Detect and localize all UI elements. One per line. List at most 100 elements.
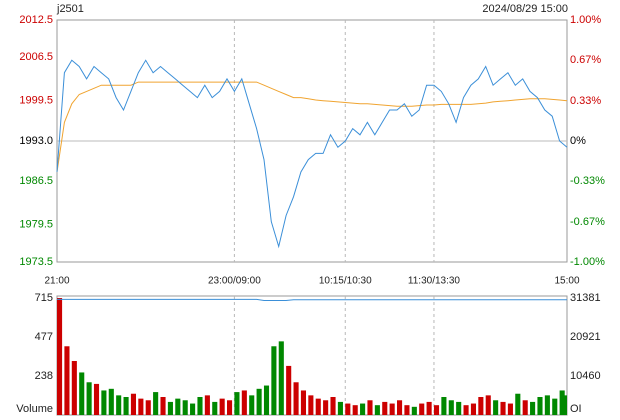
volume-bar xyxy=(145,400,151,415)
volume-bar xyxy=(116,395,122,415)
volume-bar xyxy=(204,395,210,415)
y-tick-label: 2012.5 xyxy=(19,14,53,26)
volume-bar xyxy=(241,390,247,415)
volume-bar xyxy=(108,388,114,415)
volume-bar xyxy=(93,383,100,415)
volume-bar xyxy=(234,392,240,415)
x-tick-label: 10:15/10:30 xyxy=(319,276,372,287)
volume-bar xyxy=(382,401,388,415)
y2-tick-label: 10460 xyxy=(570,370,601,382)
volume-bar xyxy=(367,400,373,415)
volume-bar xyxy=(138,398,144,415)
volume-bar xyxy=(315,398,321,415)
y-tick-label: 1979.5 xyxy=(19,219,53,231)
volume-bar xyxy=(478,397,484,415)
y-tick-label: 715 xyxy=(35,292,53,304)
volume-bar xyxy=(130,393,137,415)
volume-bar xyxy=(374,405,380,415)
volume-bar xyxy=(153,392,159,415)
volume-bar xyxy=(330,397,336,415)
volume-bar xyxy=(167,401,173,415)
volume-bar xyxy=(544,395,550,415)
volume-bar xyxy=(71,361,77,415)
price-line xyxy=(56,59,568,249)
volume-bar xyxy=(397,400,403,415)
volume-bar xyxy=(86,382,92,415)
x-tick-label: 23:00/09:00 xyxy=(208,276,261,287)
volume-bar xyxy=(182,400,188,415)
y2-tick-label: 20921 xyxy=(570,331,601,343)
volume-bar xyxy=(404,405,410,415)
x-tick-label: 11:30/13:30 xyxy=(408,276,461,287)
volume-bar xyxy=(263,385,270,415)
volume-bar xyxy=(64,346,70,415)
volume-bar xyxy=(433,405,440,415)
volume-bar xyxy=(426,401,432,415)
oi-label: OI xyxy=(570,403,582,415)
volume-bar xyxy=(190,403,196,415)
volume-bar xyxy=(293,382,299,415)
y2-tick-label: 0% xyxy=(570,135,586,147)
oi-line xyxy=(57,298,567,301)
volume-bar xyxy=(552,398,558,415)
volume-bar xyxy=(278,341,284,415)
y2-tick-label: 31381 xyxy=(570,292,601,304)
volume-bar xyxy=(323,400,329,415)
volume-bar xyxy=(308,395,314,415)
volume-bar xyxy=(212,401,218,415)
y2-tick-label: -0.67% xyxy=(570,216,605,228)
y2-tick-label: -1.00% xyxy=(570,256,605,268)
volume-bar xyxy=(345,403,351,415)
volume-bar xyxy=(441,397,447,415)
volume-bar xyxy=(463,405,469,415)
x-tick-label: 15:00 xyxy=(554,276,579,287)
volume-bar xyxy=(456,401,462,415)
timestamp: 2024/08/29 15:00 xyxy=(482,3,568,15)
volume-bar xyxy=(561,395,567,415)
volume-bar xyxy=(389,403,395,415)
volume-bar xyxy=(515,393,521,415)
volume-bar xyxy=(123,397,129,415)
volume-bar xyxy=(175,398,181,415)
volume-bar xyxy=(300,390,307,415)
volume-bar xyxy=(57,298,63,415)
y2-tick-label: 1.00% xyxy=(570,14,601,26)
volume-bar xyxy=(411,406,417,415)
volume-bar xyxy=(530,401,536,415)
y-tick-label: 1999.5 xyxy=(19,95,53,107)
volume-bar xyxy=(227,400,233,415)
y2-tick-label: 0.33% xyxy=(570,95,601,107)
y-tick-label: 477 xyxy=(35,331,53,343)
volume-bar xyxy=(337,401,343,415)
volume-bar xyxy=(500,401,506,415)
volume-bar xyxy=(360,403,366,415)
volume-bar xyxy=(419,403,425,415)
volume-bar xyxy=(160,397,166,415)
price-line xyxy=(56,81,568,173)
volume-bar xyxy=(256,388,262,415)
y-tick-label: 1993.0 xyxy=(19,135,53,147)
volume-bar xyxy=(507,403,513,415)
volume-bar xyxy=(448,400,454,415)
volume-bar xyxy=(493,400,499,415)
x-tick-label: 21:00 xyxy=(44,276,69,287)
volume-bar xyxy=(197,397,203,415)
volume-bar xyxy=(249,395,255,415)
y-tick-label: 1973.5 xyxy=(19,256,53,268)
volume-bar xyxy=(522,400,528,415)
y-tick-label: 238 xyxy=(35,370,53,382)
y-tick-label: 2006.5 xyxy=(19,51,53,63)
volume-bar xyxy=(101,390,107,415)
y2-tick-label: 0.67% xyxy=(570,54,601,66)
y2-tick-label: -0.33% xyxy=(570,175,605,187)
volume-bar xyxy=(470,403,477,415)
symbol: j2501 xyxy=(56,3,84,15)
volume-bar xyxy=(271,346,277,415)
volume-bar xyxy=(485,395,491,415)
volume-label: Volume xyxy=(16,403,53,415)
volume-bar xyxy=(219,398,225,415)
volume-bar xyxy=(352,405,358,415)
volume-bar xyxy=(537,397,543,415)
y-tick-label: 1986.5 xyxy=(19,175,53,187)
